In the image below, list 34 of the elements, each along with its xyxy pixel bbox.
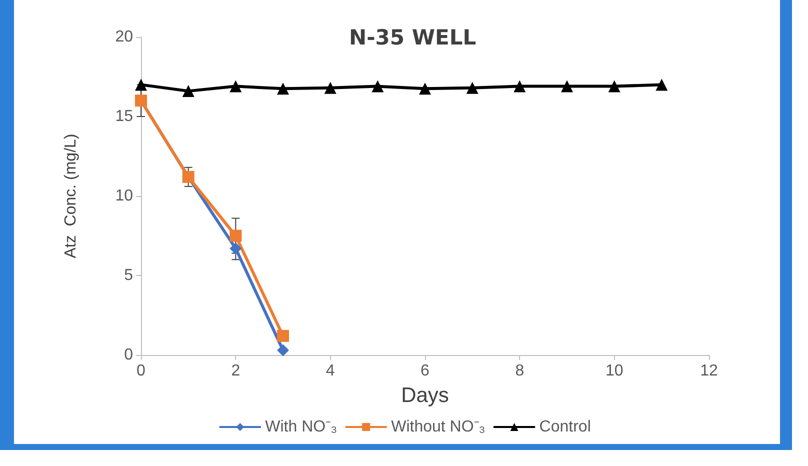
x-axis-title: Days xyxy=(401,384,449,407)
point xyxy=(656,78,668,91)
y-axis-title: Atz Conc. (mg/L) xyxy=(62,134,80,258)
x-tick-label: 0 xyxy=(136,362,146,380)
point xyxy=(372,80,384,92)
point xyxy=(135,78,147,91)
x-tick-label: 8 xyxy=(515,362,524,380)
y-tick-label: 5 xyxy=(124,267,134,284)
point xyxy=(182,85,194,98)
legend-label: Control xyxy=(539,418,591,436)
x-tick-label: 4 xyxy=(326,362,335,380)
x-tick-label: 2 xyxy=(231,362,240,380)
point xyxy=(277,82,289,95)
y-tick-label: 15 xyxy=(115,108,134,125)
point xyxy=(277,330,289,342)
x-tick-label: 6 xyxy=(420,362,430,380)
point xyxy=(324,82,336,94)
x-tick-label: 10 xyxy=(605,362,624,380)
y-tick-label: 10 xyxy=(115,188,134,204)
point xyxy=(230,230,242,242)
x-tick-label: 12 xyxy=(700,362,718,380)
point xyxy=(608,80,620,92)
point xyxy=(466,82,478,94)
y-tick-label: 0 xyxy=(124,346,134,364)
legend-label: Without NO⁻₃ xyxy=(391,418,486,436)
legend-label: With NO⁻₃ xyxy=(265,418,338,436)
point xyxy=(230,80,242,92)
point xyxy=(561,80,573,92)
chart-title: N-35 WELL xyxy=(349,26,476,50)
point xyxy=(419,82,431,95)
point xyxy=(277,344,289,356)
y-tick-label: 20 xyxy=(115,28,134,46)
point xyxy=(514,80,526,92)
point xyxy=(230,242,242,254)
